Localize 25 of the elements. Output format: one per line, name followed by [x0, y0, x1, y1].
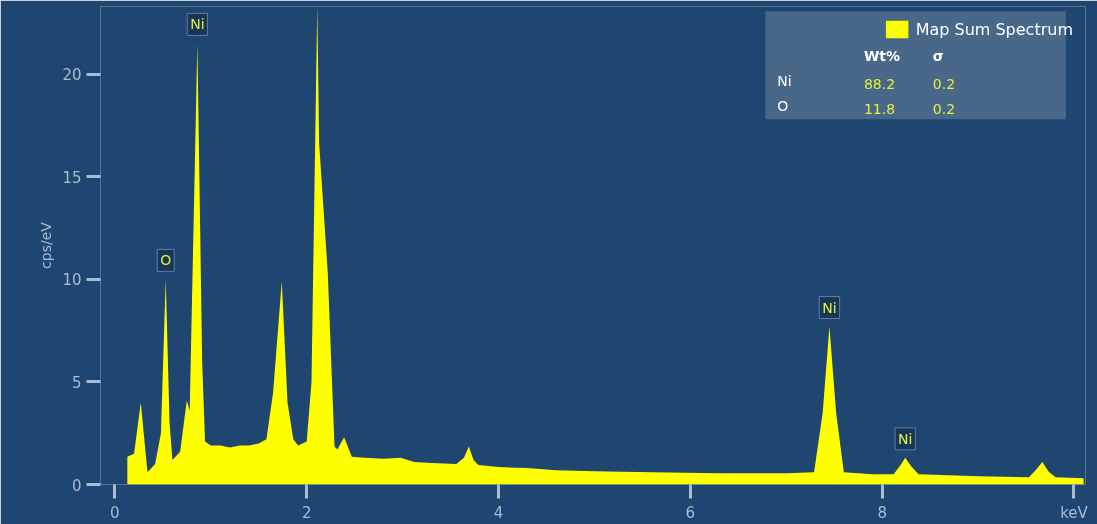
- y-axis-title: cps/eV: [38, 221, 55, 269]
- annotation: 11.8: [863, 100, 896, 117]
- legend-label: Map Sum Spectrum: [915, 19, 1073, 39]
- y-tick-label: 20: [62, 66, 82, 85]
- annotation: 0.2: [932, 75, 956, 92]
- annotation: O: [160, 252, 172, 269]
- annotation: Wt%: [863, 47, 901, 64]
- y-tick-label: 5: [71, 373, 82, 392]
- x-tick-label: 8: [877, 503, 887, 522]
- annotation: Ni: [898, 430, 913, 447]
- y-tick-label: 0: [71, 476, 82, 495]
- x-tick-label: 2: [301, 503, 312, 522]
- annotation: 88.2: [863, 75, 896, 92]
- annotation: Ni: [822, 299, 837, 316]
- x-tick-label: 0: [110, 503, 120, 522]
- y-tick-label: 15: [62, 168, 82, 187]
- annotation: Ni: [777, 72, 792, 89]
- y-tick-label: 10: [62, 271, 82, 290]
- annotation: 0.2: [932, 100, 956, 117]
- annotation: O: [777, 97, 789, 114]
- x-tick-label: 6: [685, 503, 696, 522]
- x-tick-label: 4: [493, 503, 504, 522]
- x-tick-label: keV: [1060, 503, 1089, 522]
- annotation: Ni: [190, 16, 205, 33]
- annotation: σ: [932, 47, 944, 64]
